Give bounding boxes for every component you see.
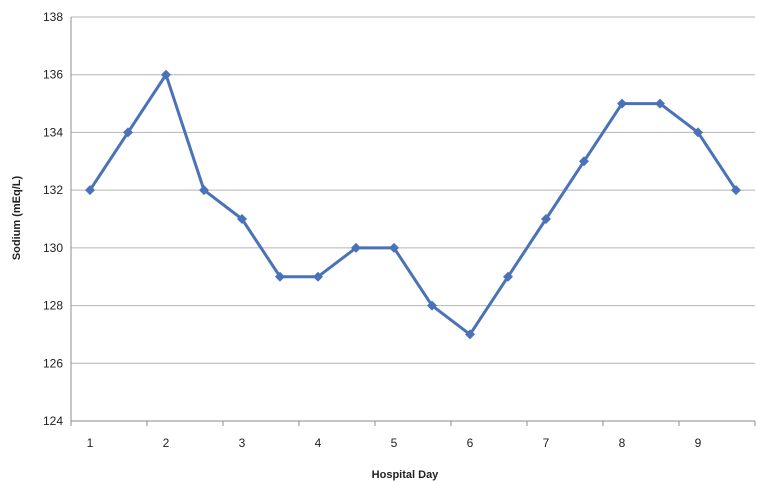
y-tick-label-130: 130 [43, 241, 63, 255]
data-point [693, 127, 703, 138]
data-point [313, 271, 323, 282]
y-tick-label-128: 128 [43, 299, 63, 313]
y-tick-labels: 124 126 128 130 132 134 136 138 [43, 10, 63, 428]
data-point [427, 300, 437, 311]
x-tick-label-4: 4 [315, 436, 322, 450]
x-tick-label-7: 7 [543, 436, 550, 450]
data-point [161, 69, 171, 80]
data-point [237, 214, 247, 224]
y-tick-label-124: 124 [43, 414, 63, 428]
x-axis-title: Hospital Day [372, 469, 440, 481]
data-point [85, 185, 95, 196]
series-sodium [85, 69, 741, 340]
data-point [465, 329, 475, 340]
x-tick-label-9: 9 [695, 436, 702, 450]
data-point [503, 271, 513, 282]
y-tick-label-134: 134 [43, 125, 63, 139]
data-point [351, 242, 361, 253]
y-tick-label-138: 138 [43, 10, 63, 24]
series-line [88, 73, 738, 336]
x-tick-label-8: 8 [619, 436, 626, 450]
data-point [275, 271, 285, 282]
data-point [541, 214, 551, 224]
axes [70, 17, 756, 426]
y-tick-label-132: 132 [43, 183, 63, 197]
data-point [123, 127, 133, 138]
data-point [579, 156, 589, 167]
x-tick-label-5: 5 [391, 436, 398, 450]
data-point [731, 185, 741, 196]
data-point [389, 242, 399, 253]
data-point [617, 98, 627, 109]
x-tick-labels: 1 2 3 4 5 6 7 8 9 [87, 436, 702, 450]
data-point [199, 185, 209, 196]
y-tick-label-126: 126 [43, 356, 63, 370]
y-axis-title: Sodium (mEq/L) [11, 176, 23, 261]
x-tick-label-3: 3 [239, 436, 246, 450]
x-tick-label-6: 6 [467, 436, 474, 450]
grid-lines [71, 16, 755, 364]
data-point [655, 98, 665, 109]
y-tick-label-136: 136 [43, 68, 63, 82]
x-tick-label-2: 2 [163, 436, 170, 450]
x-tick-label-1: 1 [87, 436, 94, 450]
